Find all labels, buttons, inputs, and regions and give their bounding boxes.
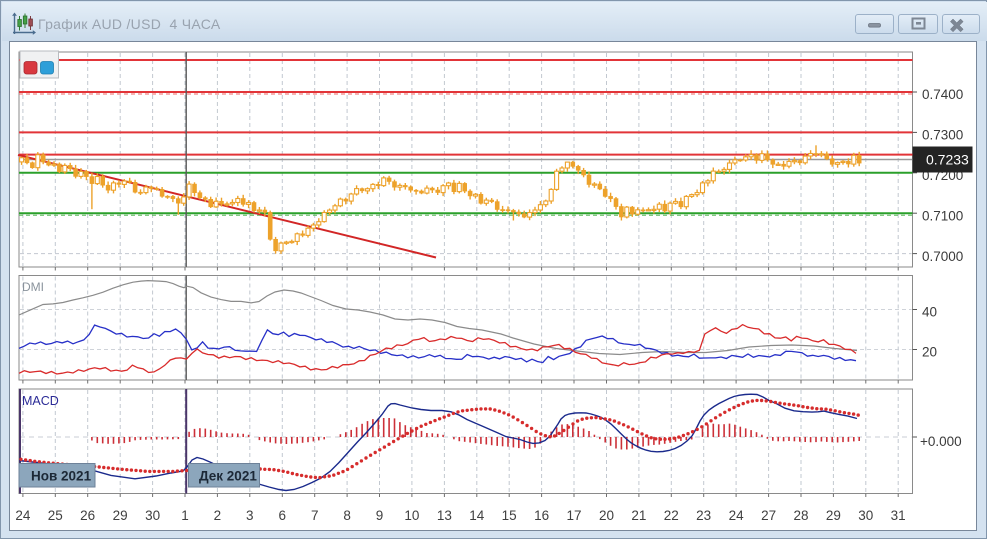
- svg-text:10: 10: [404, 508, 419, 523]
- svg-text:31: 31: [891, 508, 906, 523]
- svg-text:2: 2: [214, 508, 222, 523]
- svg-text:20: 20: [922, 345, 937, 360]
- svg-text:29: 29: [113, 508, 128, 523]
- svg-text:29: 29: [826, 508, 841, 523]
- svg-text:7: 7: [311, 508, 319, 523]
- svg-text:28: 28: [793, 508, 808, 523]
- svg-text:MACD: MACD: [22, 394, 59, 408]
- svg-text:23: 23: [696, 508, 711, 523]
- svg-text:24: 24: [15, 508, 31, 523]
- svg-text:40: 40: [922, 305, 937, 320]
- svg-text:26: 26: [80, 508, 95, 523]
- svg-text:15: 15: [502, 508, 517, 523]
- svg-text:9: 9: [376, 508, 384, 523]
- svg-text:+0.000: +0.000: [920, 434, 962, 449]
- svg-text:1: 1: [181, 508, 189, 523]
- svg-text:6: 6: [279, 508, 287, 523]
- svg-text:0.7400: 0.7400: [922, 87, 963, 102]
- svg-text:0.7300: 0.7300: [922, 128, 963, 143]
- svg-text:Нов 2021: Нов 2021: [31, 469, 92, 484]
- svg-text:24: 24: [729, 508, 745, 523]
- svg-text:Дек 2021: Дек 2021: [199, 469, 257, 484]
- svg-text:0.7100: 0.7100: [922, 208, 963, 223]
- svg-text:0.7233: 0.7233: [926, 151, 969, 167]
- svg-text:30: 30: [858, 508, 873, 523]
- svg-text:8: 8: [343, 508, 351, 523]
- svg-text:22: 22: [664, 508, 679, 523]
- svg-text:21: 21: [631, 508, 646, 523]
- svg-text:25: 25: [48, 508, 63, 523]
- svg-text:13: 13: [437, 508, 452, 523]
- svg-text:0.7000: 0.7000: [922, 249, 963, 264]
- svg-text:DMI: DMI: [22, 280, 44, 294]
- svg-text:14: 14: [469, 508, 485, 523]
- svg-text:27: 27: [761, 508, 776, 523]
- svg-text:16: 16: [534, 508, 549, 523]
- svg-text:3: 3: [246, 508, 254, 523]
- svg-text:17: 17: [566, 508, 581, 523]
- svg-text:30: 30: [145, 508, 160, 523]
- svg-text:20: 20: [599, 508, 614, 523]
